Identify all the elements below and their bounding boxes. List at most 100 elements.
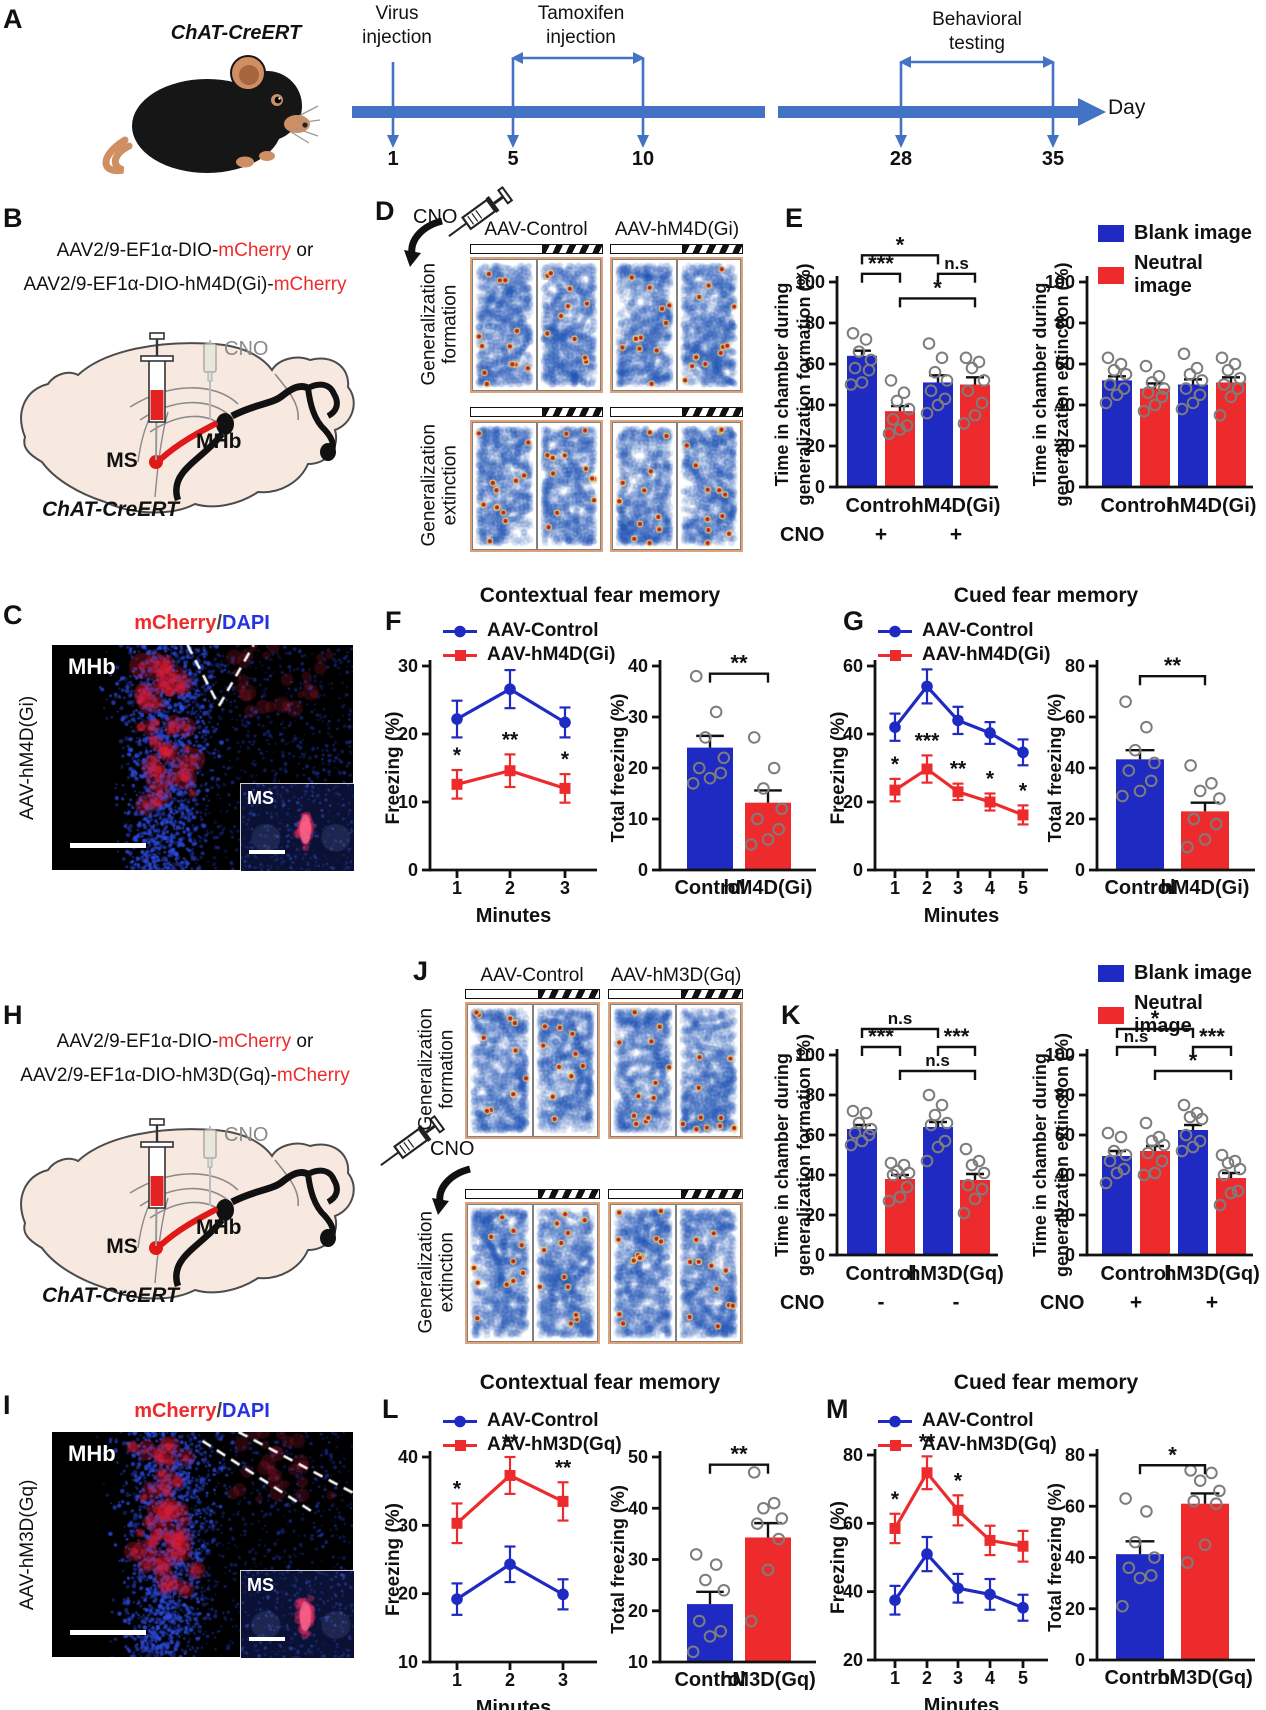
svg-text:**: ** (1164, 653, 1182, 678)
panel-d-label: D (375, 196, 395, 226)
svg-text:60: 60 (1065, 1496, 1085, 1516)
heatmap-j-extinction-hm3d (608, 1202, 743, 1344)
title-contextual-l: Contextual fear memory (479, 1371, 721, 1394)
svg-text:+: + (1130, 1291, 1142, 1314)
ms-label-b: MS (106, 449, 138, 472)
svg-text:30: 30 (398, 1515, 418, 1535)
svg-text:Time in chamber during: Time in chamber during (1030, 283, 1050, 487)
panel-b-label: B (3, 203, 23, 233)
svg-text:*: * (891, 1488, 900, 1511)
svg-text:n.s: n.s (925, 1051, 950, 1070)
svg-text:**: ** (919, 1430, 936, 1453)
chart-l-bar: 10 20 30 40 50 ** Control hM3D(Gq) Total freezin… (608, 1442, 828, 1710)
heatmap-d-extinction-hm4d (610, 420, 743, 552)
legend-blank-label: Blank image (1134, 222, 1252, 244)
row-label-j-extinction: Generalization extinction (415, 1211, 458, 1334)
svg-text:40: 40 (1065, 758, 1085, 778)
legend-l-control: AAV-Control (487, 1410, 599, 1431)
svg-text:100: 100 (795, 1045, 825, 1065)
cue-bar (465, 1189, 600, 1199)
day-35: 35 (1041, 148, 1065, 170)
blank-image-swatch (1098, 965, 1124, 982)
svg-text:40: 40 (628, 656, 648, 676)
svg-text:hM3D(Gq): hM3D(Gq) (1164, 1263, 1260, 1285)
svg-text:Total freezing (%): Total freezing (%) (608, 1485, 628, 1634)
svg-text:Minutes: Minutes (476, 1697, 552, 1710)
svg-text:40: 40 (398, 1447, 418, 1467)
curved-arrow-d (404, 217, 444, 267)
timeline (352, 52, 1106, 148)
svg-text:Total freezing (%): Total freezing (%) (1045, 694, 1065, 843)
svg-text:***: *** (1199, 1024, 1225, 1049)
chart-e-formation: 0 20 40 60 80 100 *** * n.s * Control hM4D(Gi) CNO + +… (770, 200, 1015, 560)
svg-text:40: 40 (843, 1582, 863, 1602)
svg-text:*: * (896, 232, 905, 257)
strain-label-h: ChAT-CreERT (42, 1284, 179, 1307)
heatmap-d-formation-control (470, 257, 603, 393)
svg-text:*: * (453, 744, 462, 767)
svg-text:hM4D(Gi): hM4D(Gi) (912, 495, 1001, 517)
svg-text:Freezing (%): Freezing (%) (383, 1503, 404, 1616)
svg-text:-: - (953, 1291, 960, 1314)
curved-arrow-j (432, 1165, 472, 1215)
heatmap-j-formation-control (465, 1002, 600, 1139)
svg-text:hM4D(Gi): hM4D(Gi) (1161, 877, 1250, 899)
side-label-c: AAV-hM4D(Gi) (17, 695, 39, 820)
micrograph-mhb-hm4d: MHb (52, 645, 353, 870)
hm4d-marker (443, 648, 479, 663)
svg-text:0: 0 (1075, 860, 1085, 880)
svg-text:Control: Control (1104, 877, 1175, 899)
column-header-j-control: AAV-Control (480, 965, 584, 986)
svg-text:Control: Control (674, 877, 745, 899)
svg-text:80: 80 (1065, 656, 1085, 676)
svg-text:*: * (561, 748, 570, 771)
panel-a-label: A (3, 4, 23, 34)
svg-text:hM4D(Gi): hM4D(Gi) (1168, 495, 1257, 517)
brain-diagram-h (10, 1098, 360, 1313)
svg-text:60: 60 (1065, 707, 1085, 727)
region-label-i: MHb (68, 1441, 116, 1466)
cue-bar (608, 989, 743, 999)
svg-text:60: 60 (843, 656, 863, 676)
timeline-behavior-label: Behavioral testing (932, 9, 1022, 54)
syringe-icon-d (448, 185, 514, 237)
svg-text:Time in chamber during: Time in chamber during (772, 1053, 792, 1257)
svg-text:1: 1 (890, 878, 900, 898)
svg-text:80: 80 (1055, 1085, 1075, 1105)
chart-g-bar: 0 20 40 60 80 ** Control hM4D(Gi) Total freezing… (1043, 652, 1266, 942)
strain-label-b: ChAT-CreERT (42, 498, 179, 521)
svg-text:**: ** (555, 1456, 572, 1479)
svg-text:10: 10 (628, 809, 648, 829)
construct-line-2: AAV2/9-EF1α-DIO-hM4D(Gi)-mCherry (23, 274, 347, 295)
control-marker (878, 624, 914, 639)
cue-bar (610, 407, 743, 417)
svg-text:40: 40 (843, 724, 863, 744)
legend-k: Blank image Neutral image (1098, 962, 1266, 1045)
mouse-illustration (102, 55, 321, 175)
svg-text:*: * (453, 1477, 462, 1500)
legend-g: AAV-Control AAV-hM4D(Gi) (878, 620, 1050, 673)
svg-text:*: * (891, 753, 900, 776)
chart-k-extinction: 0 20 40 60 80 100 n.s * *** * Control hM3D(Gq) CNO + +… (1030, 975, 1266, 1320)
legend-m-control: AAV-Control (922, 1410, 1034, 1431)
panel-h-label: H (3, 1000, 23, 1030)
neutral-image-swatch (1098, 266, 1124, 284)
svg-text:CNO: CNO (780, 1292, 824, 1314)
svg-text:***: *** (944, 1024, 970, 1049)
panel-m-label: M (826, 1394, 849, 1424)
svg-text:80: 80 (805, 1085, 825, 1105)
mhb-label-b: MHb (196, 430, 242, 453)
svg-text:50: 50 (628, 1447, 648, 1467)
svg-text:Control: Control (1100, 495, 1171, 517)
chart-m-bar: 0 20 40 60 80 * Control hM3D(Gq) Total freezing … (1043, 1442, 1266, 1710)
timeline-tamoxifen-label: Tamoxifen injection (537, 3, 625, 48)
svg-text:30: 30 (628, 1550, 648, 1570)
timeline-day-label: Day (1108, 96, 1146, 119)
svg-text:0: 0 (1065, 1245, 1075, 1265)
control-marker (878, 1414, 914, 1429)
cno-label-b: CNO (224, 338, 269, 360)
svg-text:Total freezing (%): Total freezing (%) (608, 694, 628, 843)
svg-text:*: * (1168, 1442, 1177, 1467)
svg-text:n.s: n.s (944, 254, 969, 273)
svg-text:20: 20 (1065, 1599, 1085, 1619)
